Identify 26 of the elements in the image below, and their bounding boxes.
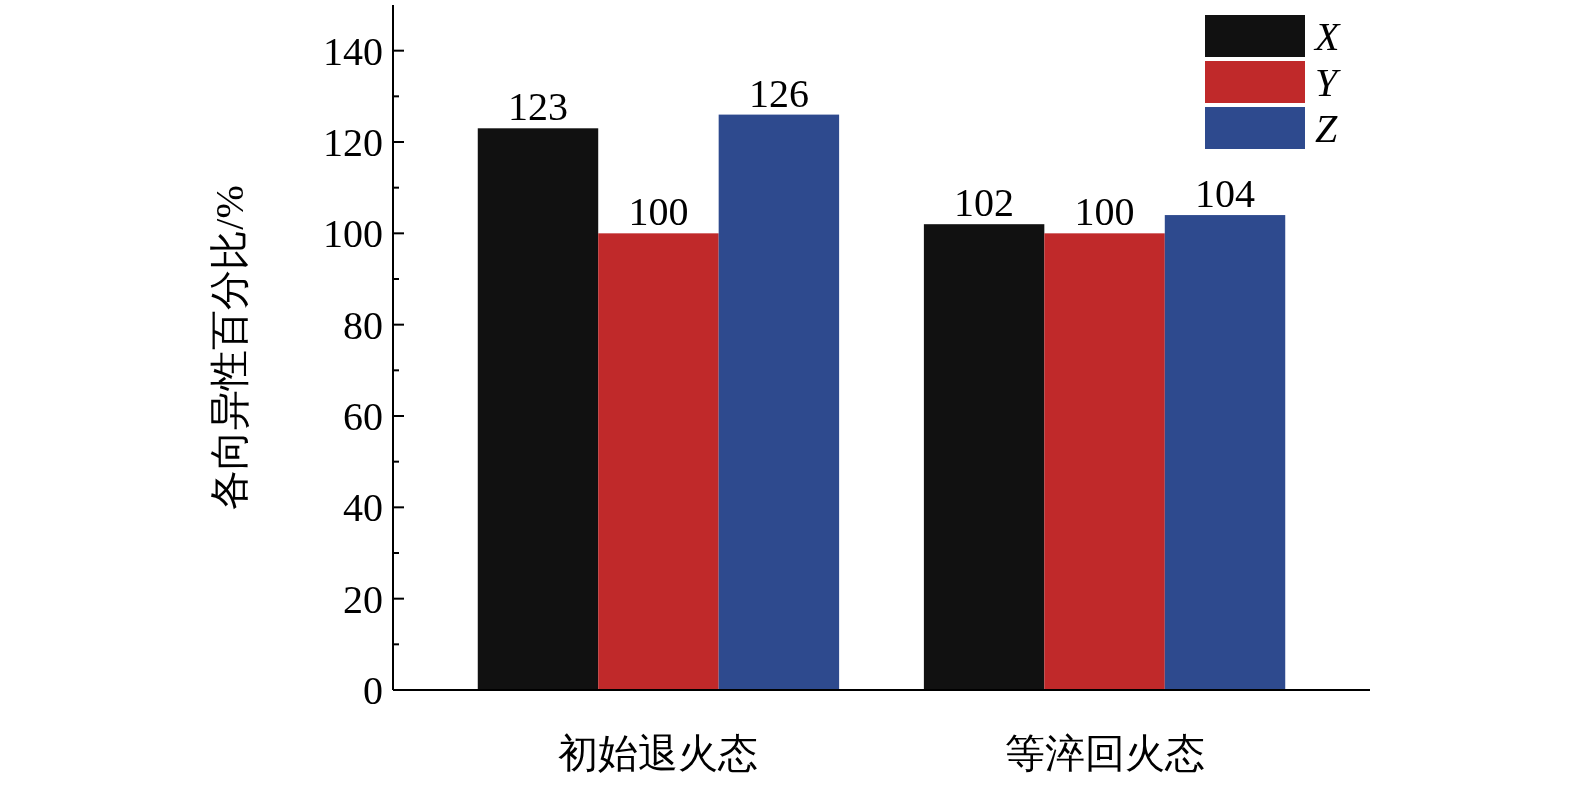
x-tick-label: 初始退火态 <box>558 731 759 776</box>
bar <box>923 224 1045 690</box>
bar <box>718 114 840 690</box>
y-tick-label: 80 <box>343 302 383 348</box>
bar <box>1044 233 1165 690</box>
y-tick-label: 60 <box>343 394 383 439</box>
data-label: 104 <box>1195 171 1256 217</box>
y-tick-label: 100 <box>323 211 383 257</box>
legend-label: X <box>1313 14 1341 59</box>
y-axis-title: 各向异性百分比/% <box>207 185 252 510</box>
data-label: 100 <box>628 189 689 235</box>
data-label: 123 <box>507 84 568 130</box>
x-tick-label: 等淬回火态 <box>1004 731 1205 776</box>
y-tick-label: 120 <box>323 120 383 165</box>
bar <box>1164 215 1286 690</box>
y-tick-label: 20 <box>343 576 383 622</box>
bar <box>598 233 719 690</box>
y-tick-label: 0 <box>363 668 383 713</box>
data-label: 102 <box>954 180 1015 226</box>
y-tick-label: 40 <box>343 485 383 531</box>
bar <box>477 128 599 690</box>
legend-label: Z <box>1315 106 1338 151</box>
y-tick-label: 140 <box>323 28 383 74</box>
legend-label: Y <box>1315 60 1341 105</box>
data-label: 126 <box>748 70 809 116</box>
data-label: 100 <box>1074 189 1135 235</box>
